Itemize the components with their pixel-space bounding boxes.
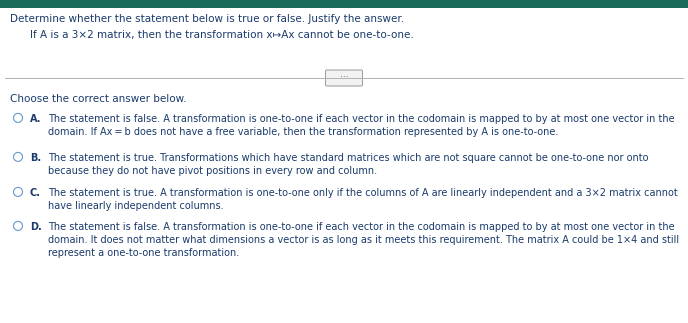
- Circle shape: [14, 187, 23, 196]
- Text: The statement is true. A transformation is one-to-one only if the columns of A a: The statement is true. A transformation …: [48, 188, 678, 198]
- Bar: [0, 0, 688, 8]
- Text: B.: B.: [30, 153, 41, 163]
- Text: If A is a 3×2 matrix, then the transformation x↦Ax cannot be one-to-one.: If A is a 3×2 matrix, then the transform…: [30, 30, 413, 40]
- Text: Choose the correct answer below.: Choose the correct answer below.: [10, 94, 186, 104]
- Text: The statement is true. Transformations which have standard matrices which are no: The statement is true. Transformations w…: [48, 153, 649, 163]
- Circle shape: [14, 152, 23, 162]
- Text: have linearly independent columns.: have linearly independent columns.: [48, 201, 224, 211]
- FancyBboxPatch shape: [325, 70, 363, 86]
- Circle shape: [14, 113, 23, 122]
- Text: domain. If Ax = b does not have a free variable, then the transformation represe: domain. If Ax = b does not have a free v…: [48, 127, 559, 137]
- Text: The statement is false. A transformation is one-to-one if each vector in the cod: The statement is false. A transformation…: [48, 114, 675, 124]
- Text: The statement is false. A transformation is one-to-one if each vector in the cod: The statement is false. A transformation…: [48, 222, 675, 232]
- Text: D.: D.: [30, 222, 42, 232]
- Circle shape: [14, 221, 23, 230]
- Text: Determine whether the statement below is true or false. Justify the answer.: Determine whether the statement below is…: [10, 14, 404, 24]
- Text: A.: A.: [30, 114, 41, 124]
- Text: ···: ···: [340, 74, 348, 82]
- Text: represent a one-to-one transformation.: represent a one-to-one transformation.: [48, 248, 239, 258]
- Text: because they do not have pivot positions in every row and column.: because they do not have pivot positions…: [48, 166, 377, 176]
- Text: domain. It does not matter what dimensions a vector is as long as it meets this : domain. It does not matter what dimensio…: [48, 235, 679, 245]
- Text: C.: C.: [30, 188, 41, 198]
